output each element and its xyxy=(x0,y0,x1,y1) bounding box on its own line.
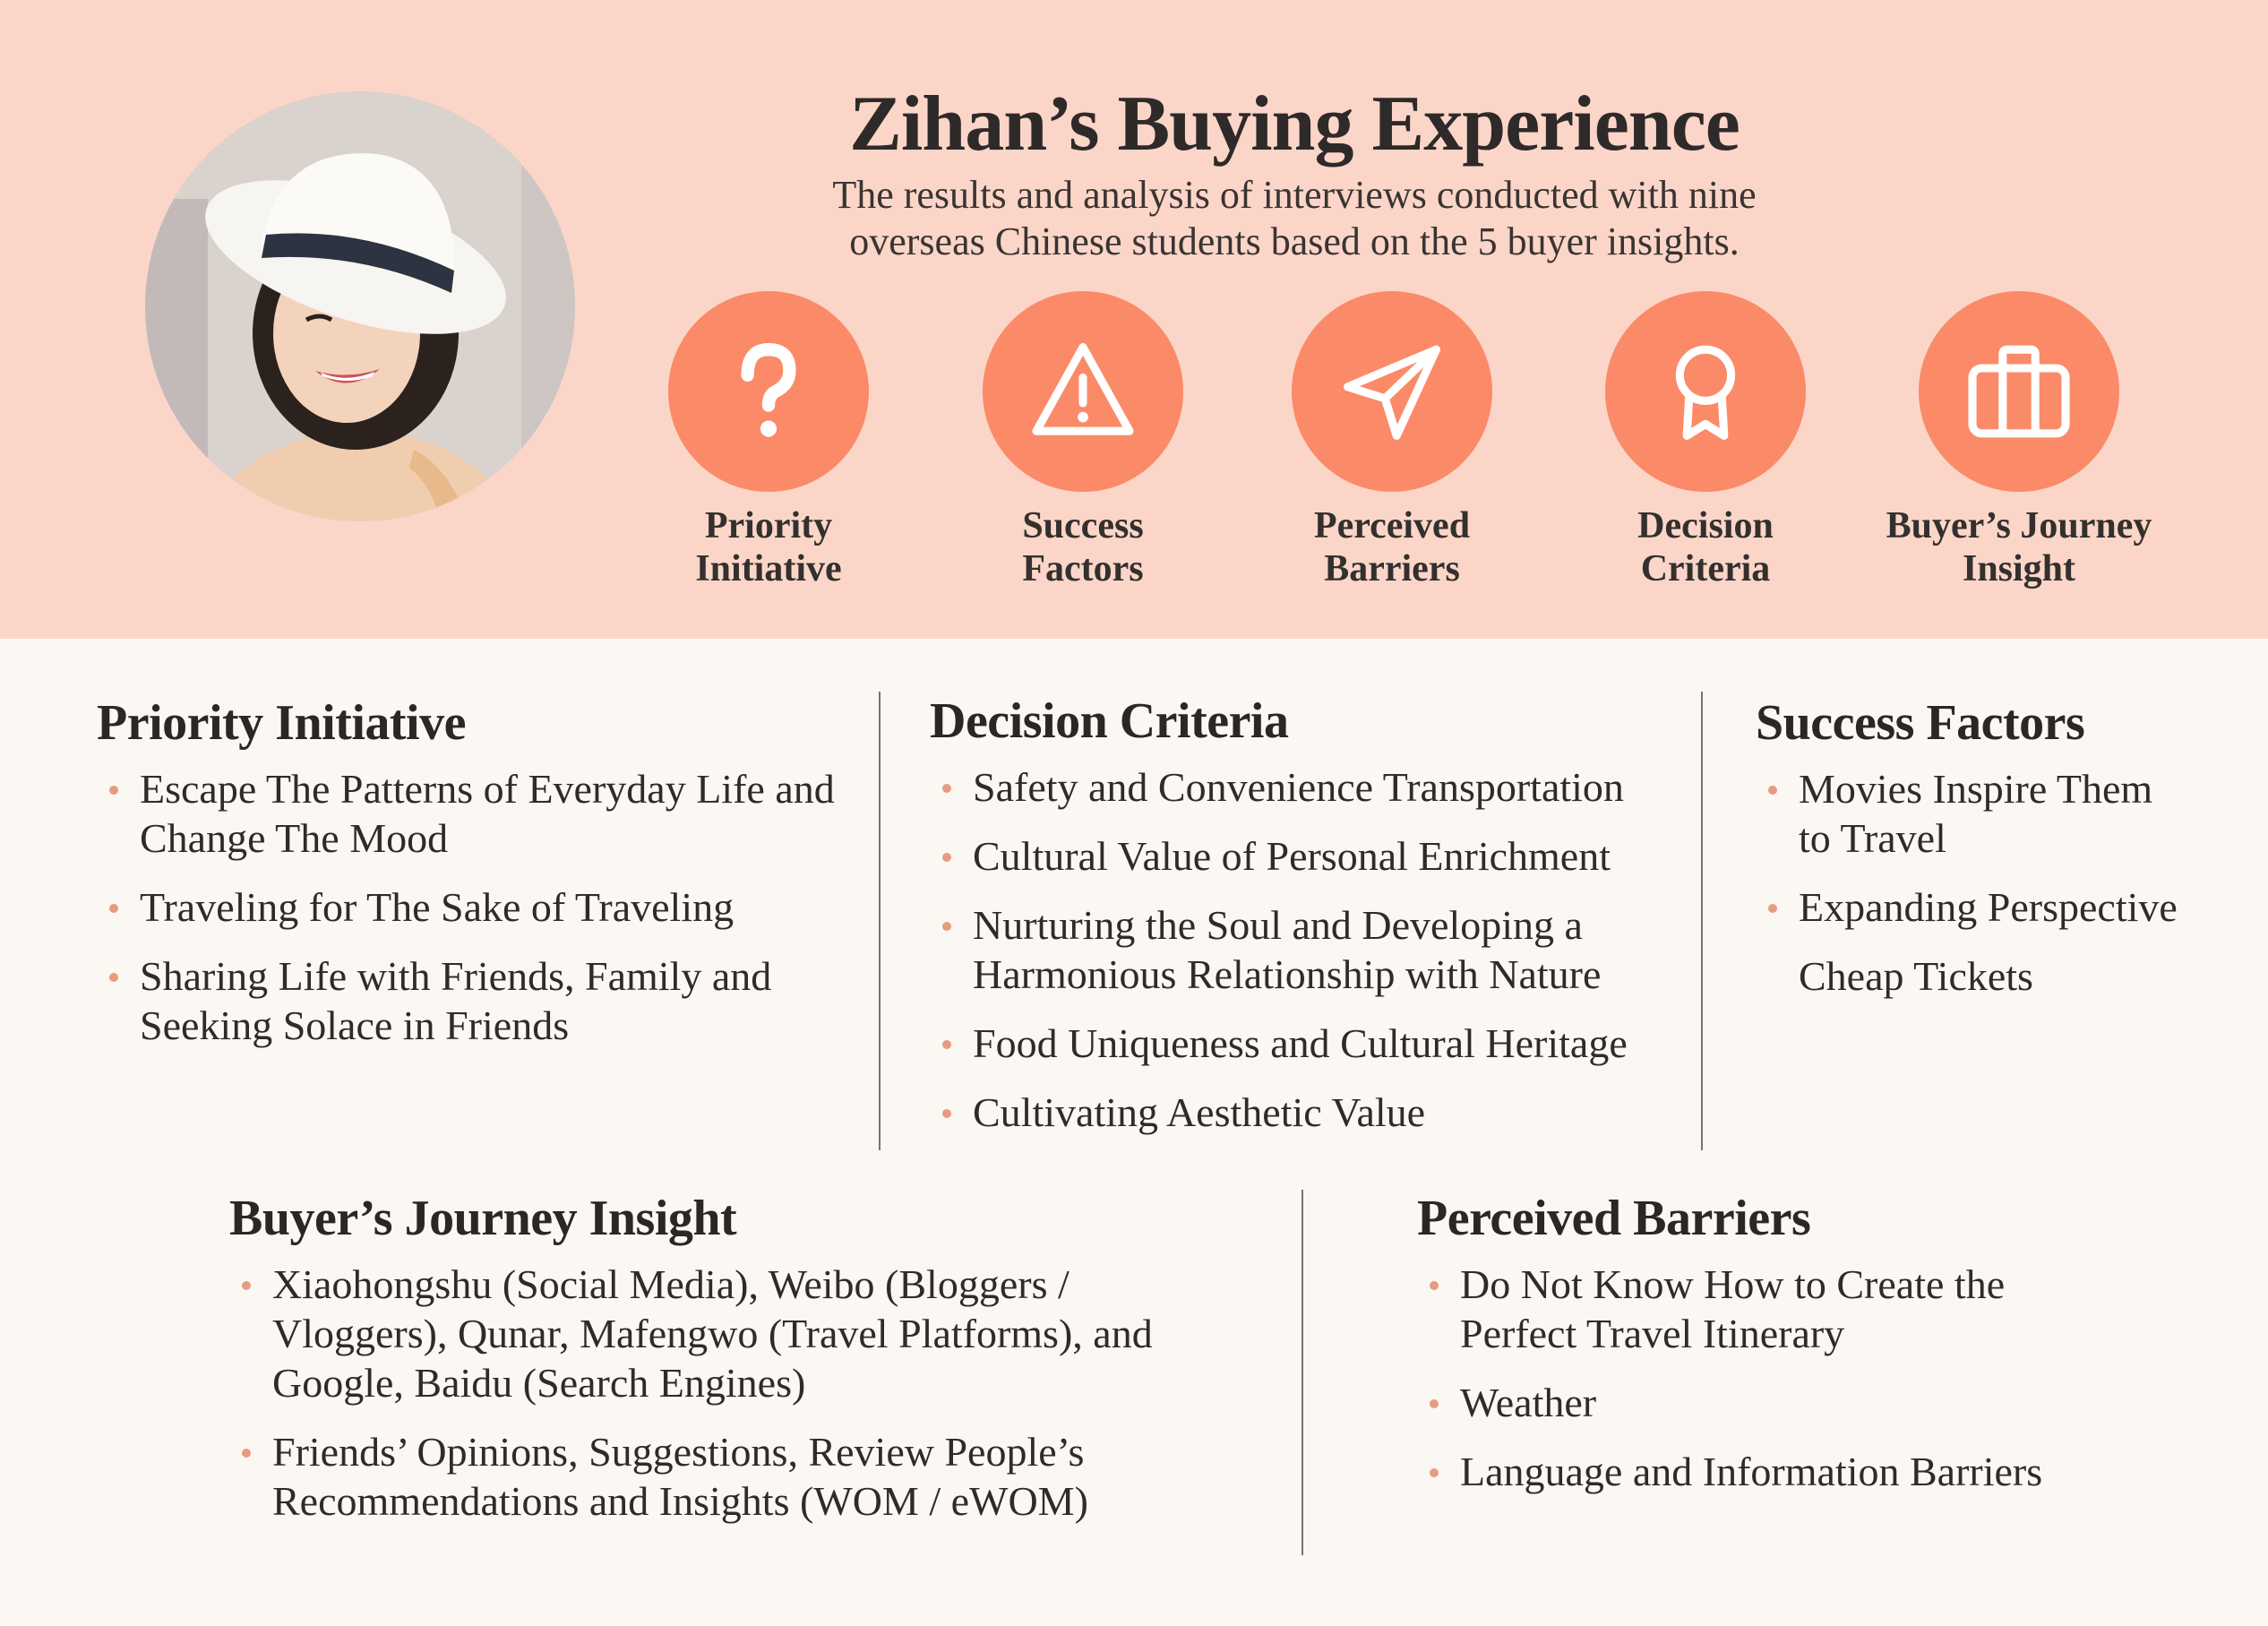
page-subtitle: The results and analysis of interviews c… xyxy=(832,173,1757,263)
section-buyers-journey: Buyer’s Journey Insight Xiaohongshu (Soc… xyxy=(229,1190,1304,1545)
list-item: Cultural Value of Personal Enrichment xyxy=(930,831,1718,881)
section-heading: Decision Criteria xyxy=(930,693,1289,749)
list-item: Friends’ Opinions, Suggestions, Review P… xyxy=(229,1427,1304,1526)
list-item: Food Uniqueness and Cultural Heritage xyxy=(930,1019,1718,1068)
section-success-factors: Success Factors Movies Inspire Them to T… xyxy=(1756,694,2257,1020)
avatar xyxy=(145,91,575,521)
bullet-list: Safety and Convenience Transportation Cu… xyxy=(930,762,1718,1137)
section-priority-initiative: Priority Initiative Escape The Patterns … xyxy=(97,694,876,1070)
list-item: Cheap Tickets xyxy=(1799,953,2033,999)
section-heading: Priority Initiative xyxy=(97,695,466,751)
page-title: Zihan’s Buying Experience xyxy=(849,81,1740,168)
list-item: Cultivating Aesthetic Value xyxy=(930,1088,1718,1137)
paper-plane-icon xyxy=(1292,291,1492,492)
list-item: Sharing Life with Friends, Family and Se… xyxy=(97,951,876,1050)
briefcase-icon xyxy=(1919,291,2119,492)
column-divider xyxy=(1701,692,1703,1150)
question-mark-icon xyxy=(668,291,869,492)
warning-icon xyxy=(983,291,1183,492)
section-decision-criteria: Decision Criteria Safety and Convenience… xyxy=(930,693,1718,1157)
bullet-list: Do Not Know How to Create the Perfect Tr… xyxy=(1417,1260,2223,1496)
list-item: Xiaohongshu (Social Media), Weibo (Blogg… xyxy=(229,1260,1304,1407)
column-divider xyxy=(1302,1190,1303,1555)
list-item: Expanding Perspective xyxy=(1756,882,2257,932)
list-item: Escape The Patterns of Everyday Life and… xyxy=(97,764,876,863)
insight-decision-criteria: Decision Criteria xyxy=(1553,291,1858,590)
insight-perceived-barriers: Perceived Barriers xyxy=(1240,291,1544,590)
list-item: Nurturing the Soul and Developing a Harm… xyxy=(930,900,1718,999)
bullet-list: Xiaohongshu (Social Media), Weibo (Blogg… xyxy=(229,1260,1304,1526)
list-item: Language and Information Barriers xyxy=(1417,1447,2223,1496)
list-item: Traveling for The Sake of Traveling xyxy=(97,882,876,932)
section-heading: Success Factors xyxy=(1756,695,2085,751)
insight-priority-initiative: Priority Initiative xyxy=(616,291,921,590)
header-band: Zihan’s Buying Experience The results an… xyxy=(0,0,2268,639)
profile-photo xyxy=(145,91,575,521)
column-divider xyxy=(879,692,881,1150)
section-perceived-barriers: Perceived Barriers Do Not Know How to Cr… xyxy=(1417,1190,2223,1516)
section-heading: Perceived Barriers xyxy=(1417,1191,1811,1246)
bullet-list: Movies Inspire Them to Travel Expanding … xyxy=(1756,764,2257,1001)
list-item: Safety and Convenience Transportation xyxy=(930,762,1718,812)
bullet-list: Escape The Patterns of Everyday Life and… xyxy=(97,764,876,1050)
insight-buyers-journey: Buyer’s Journey Insight xyxy=(1867,291,2171,590)
award-ribbon-icon xyxy=(1605,291,1806,492)
list-item: Movies Inspire Them to Travel xyxy=(1756,764,2257,863)
list-item: Do Not Know How to Create the Perfect Tr… xyxy=(1417,1260,2223,1358)
list-item: Weather xyxy=(1417,1378,2223,1427)
section-heading: Buyer’s Journey Insight xyxy=(229,1191,737,1246)
insight-success-factors: Success Factors xyxy=(931,291,1235,590)
